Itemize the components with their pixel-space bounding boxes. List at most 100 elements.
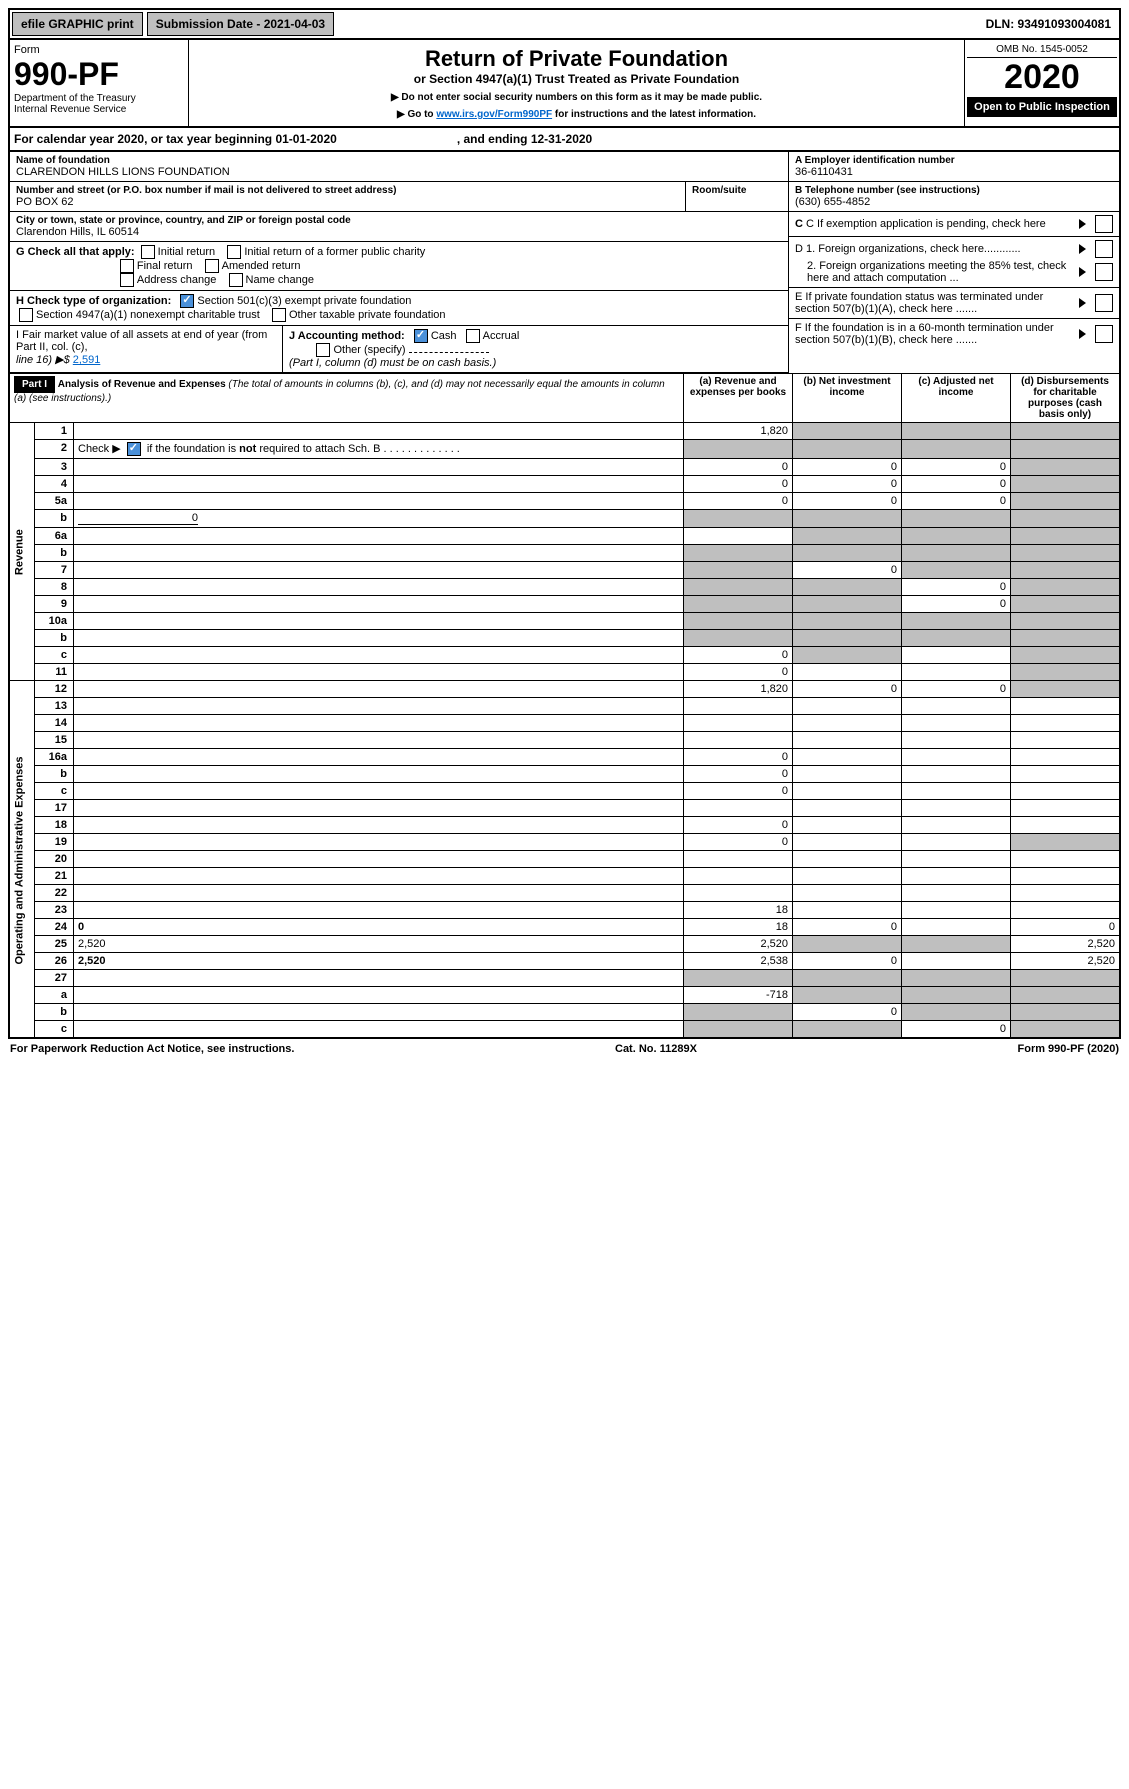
cell-value [902,664,1011,681]
line-number: 1 [35,423,74,440]
table-row: b 0 [9,510,1120,528]
cell-value [1011,1004,1121,1021]
line-number: b [35,630,74,647]
cell-value [684,732,793,749]
address-change-check[interactable] [120,273,134,287]
table-row: Revenue11,820 [9,423,1120,440]
row-d: D 1. Foreign organizations, check here..… [789,237,1119,288]
city: Clarendon Hills, IL 60514 [16,226,782,238]
cell-value [902,851,1011,868]
form-number: 990-PF [14,56,184,93]
initial-return-check[interactable] [141,245,155,259]
row-f: F If the foundation is in a 60-month ter… [789,319,1119,349]
accrual-check[interactable] [466,329,480,343]
irs-link[interactable]: www.irs.gov/Form990PF [436,109,552,120]
line-number: b [35,1004,74,1021]
table-row: 18 0 [9,817,1120,834]
cell-value [793,817,902,834]
line-desc [74,817,684,834]
col-d: (d) Disbursements for charitable purpose… [1011,374,1121,423]
4947-check[interactable] [19,308,33,322]
line-number: 6a [35,528,74,545]
cell-value [902,647,1011,664]
cell-value [793,1021,902,1039]
cell-value [684,1004,793,1021]
cash-check[interactable] [414,329,428,343]
amended-return-check[interactable] [205,259,219,273]
calendar-year-row: For calendar year 2020, or tax year begi… [8,128,1121,152]
e-checkbox[interactable] [1095,294,1113,312]
line-desc [74,834,684,851]
cell-value [793,510,902,528]
line-number: 4 [35,476,74,493]
line-number: 18 [35,817,74,834]
phone-label: B Telephone number (see instructions) [795,185,1113,196]
line-desc: 0 [74,510,684,528]
cell-value: 0 [684,834,793,851]
line-number: 13 [35,698,74,715]
cell-value: 0 [902,1021,1011,1039]
line-number: 10a [35,613,74,630]
c-checkbox[interactable] [1095,215,1113,233]
row-g: G Check all that apply: Initial return I… [10,242,788,291]
line-desc [74,647,684,664]
initial-former-check[interactable] [227,245,241,259]
d1-checkbox[interactable] [1095,240,1113,258]
cell-value [902,749,1011,766]
cell-value [902,528,1011,545]
cell-value [902,1004,1011,1021]
table-row: c0 [9,783,1120,800]
line-desc [74,987,684,1004]
dln: DLN: 93491093004081 [978,13,1119,35]
form-header: Form 990-PF Department of the Treasury I… [8,40,1121,128]
cell-value [1011,817,1121,834]
efile-print-button[interactable]: efile GRAPHIC print [12,12,143,36]
cell-value [793,851,902,868]
cell-value: 2,520 [1011,936,1121,953]
cell-value [684,562,793,579]
line-number: b [35,766,74,783]
cell-value [902,510,1011,528]
line-desc: Check ▶ if the foundation is not require… [74,440,684,459]
f-checkbox[interactable] [1095,325,1113,343]
table-row: 21 [9,868,1120,885]
cell-value [793,885,902,902]
cell-value: 18 [684,902,793,919]
line-desc: 2,520 [74,936,684,953]
d2-checkbox[interactable] [1095,263,1113,281]
cell-value [1011,868,1121,885]
cell-value [793,800,902,817]
name-change-check[interactable] [229,273,243,287]
submission-date: Submission Date - 2021-04-03 [147,12,334,36]
line-number: a [35,987,74,1004]
line-desc [74,1021,684,1039]
cell-value [1011,800,1121,817]
other-method-check[interactable] [316,343,330,357]
line-desc [74,681,684,698]
line-desc: 0 [74,919,684,936]
other-taxable-check[interactable] [272,308,286,322]
cell-value: 2,538 [684,953,793,970]
cell-value [793,715,902,732]
line-desc [74,970,684,987]
cell-value: 0 [684,647,793,664]
table-row: 80 [9,579,1120,596]
table-row: 14 [9,715,1120,732]
table-row: 27 [9,970,1120,987]
cell-value [793,936,902,953]
cell-value [684,440,793,459]
cell-value: 0 [684,817,793,834]
line-desc: 2,520 [74,953,684,970]
line-number: 14 [35,715,74,732]
cell-value [1011,681,1121,698]
cell-value [1011,630,1121,647]
cell-value [1011,664,1121,681]
cell-value [1011,647,1121,664]
cell-value [684,970,793,987]
501c3-check[interactable] [180,294,194,308]
table-row: 4000 [9,476,1120,493]
cell-value [1011,440,1121,459]
cell-value [902,613,1011,630]
cell-value [1011,715,1121,732]
final-return-check[interactable] [120,259,134,273]
